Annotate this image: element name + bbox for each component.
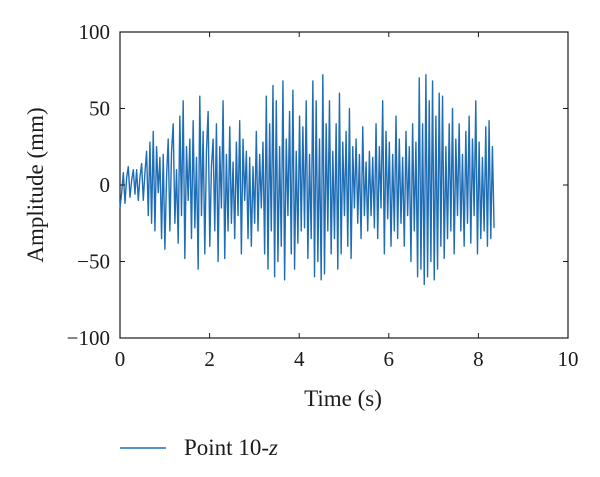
y-axis-label: Amplitude (mm) [23,107,48,262]
x-tick-label: 2 [204,347,215,371]
legend-label-suffix: z [268,435,278,460]
y-axis: −100 −50 0 50 100 [67,20,568,350]
series-layer [119,74,495,286]
legend-label-prefix: Point 10- [184,435,269,460]
y-tick-label: 50 [89,97,110,121]
y-tick-label: −50 [77,250,110,274]
y-tick-label: 100 [79,20,111,44]
y-tick-label: −100 [67,326,110,350]
x-tick-label: 0 [115,347,126,371]
x-tick-label: 8 [473,347,484,371]
x-axis-label: Time (s) [304,386,382,411]
x-tick-label: 10 [558,347,579,371]
y-tick-label: 0 [100,173,111,197]
x-tick-label: 4 [294,347,305,371]
legend: Point 10-z [120,435,278,460]
series-line-0 [119,74,495,286]
legend-label: Point 10-z [184,435,278,460]
x-axis: 0 2 4 6 8 10 [115,32,579,371]
x-tick-label: 6 [384,347,395,371]
